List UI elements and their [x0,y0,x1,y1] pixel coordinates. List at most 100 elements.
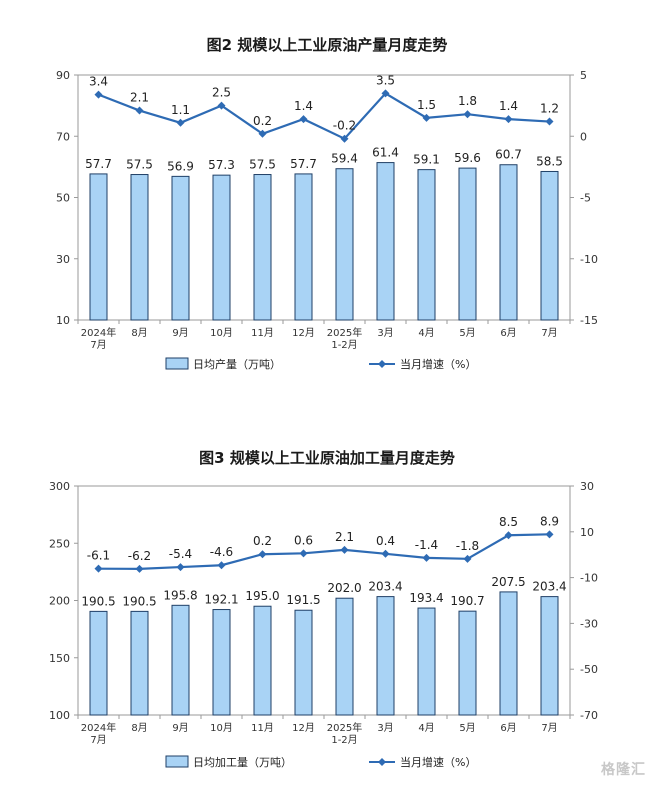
x-tick-label: 9月 [172,327,188,339]
bar [335,597,354,716]
bar-value-label: 57.7 [85,157,112,171]
bar [253,174,272,321]
x-tick-label: 11月 [251,722,274,734]
growth-value-label: 2.5 [212,86,231,100]
chart-svg: 10 30 50 70 90 -15 -10 -5 0 5 57.7 57.5 56.9 57.3 57.5… [56,69,598,371]
legend-line-marker [378,360,386,368]
growth-point [299,115,308,124]
bar [212,174,231,321]
legend-bar-label: 日均加工量（万吨） [193,756,292,769]
bar-value-label: 56.9 [167,159,194,173]
bar [458,167,477,321]
growth-point [94,90,103,99]
growth-point [463,554,472,563]
growth-point [422,553,431,562]
growth-point [545,117,554,126]
bar-value-label: 202.0 [327,581,361,595]
bar-value-label: 57.5 [249,158,276,172]
y-tick-label: 200 [49,595,70,608]
x-tick-label: 5月 [459,722,475,734]
bar-value-label: 57.7 [290,157,317,171]
x-tick-label: 2025年 [327,721,362,734]
y2-tick-label: -15 [580,314,598,327]
bar [458,610,477,716]
x-tick-label: 12月 [292,327,315,339]
watermark-logo: 格隆汇 [601,762,646,778]
x-tick-label: 7月 [541,327,557,339]
growth-point [504,531,513,540]
growth-value-label: 8.5 [499,515,518,529]
bar [89,173,108,321]
x-tick-label: 6月 [500,722,516,734]
y-tick-label: 300 [49,480,70,493]
y2-tick-label: -30 [580,617,598,630]
growth-value-label: 1.5 [417,98,436,112]
bar-value-label: 190.5 [122,594,156,608]
y-tick-label: 10 [56,314,70,327]
y2-tick-label: 0 [580,130,587,143]
y2-tick-label: -50 [580,663,598,676]
legend-line-label: 当月增速（%） [400,357,476,371]
chart-title: 图2 规模以上工业原油产量月度走势 [206,36,448,54]
growth-value-label: 3.5 [376,73,395,87]
x-tick-label: 6月 [500,327,516,339]
bar-value-label: 192.1 [204,593,238,607]
y-tick-label: 70 [56,130,70,143]
growth-point [217,101,226,110]
x-tick-label: 11月 [251,327,274,339]
growth-value-label: 0.2 [253,534,272,548]
chart-title: 图3 规模以上工业原油加工量月度走势 [199,449,455,467]
legend-line-marker [378,758,386,766]
growth-point [299,549,308,558]
growth-value-label: 8.9 [540,514,559,528]
growth-value-label: 0.6 [294,533,313,547]
bar [417,607,436,716]
bar-value-label: 60.7 [495,148,522,162]
growth-point [94,564,103,573]
y2-tick-label: -5 [580,192,591,205]
bar-value-label: 190.5 [81,594,115,608]
bar-value-label: 61.4 [372,146,399,160]
bar [499,164,518,321]
growth-value-label: 1.4 [499,99,518,113]
growth-value-label: -5.4 [169,547,192,561]
growth-point [135,106,144,115]
growth-line [98,91,550,141]
legend-bar-label: 日均产量（万吨） [193,357,281,371]
bar-value-label: 203.4 [368,580,402,594]
bar-value-label: 57.5 [126,158,153,172]
y-tick-label: 50 [56,192,70,205]
y2-tick-label: -10 [580,253,598,266]
bar [417,169,436,321]
chart-svg: 100 150 200 250 300 -70 -50 -30 -10 10 30 190.5 190.… [49,480,598,769]
growth-point [135,564,144,573]
legend-bar-swatch [165,755,189,768]
x-tick-label: 2025年 [327,326,362,339]
oil-production-chart: 图2 规模以上工业原油产量月度走势 10 30 50 70 90 -15 -10 -5 0 5 57… [0,0,654,390]
growth-point [176,118,185,127]
bar [212,609,231,716]
bar-value-label: 193.4 [409,591,443,605]
x-tick-label: 3月 [377,327,393,339]
growth-value-label: -4.6 [210,545,233,559]
growth-point [504,115,513,124]
growth-value-label: -1.8 [456,539,479,553]
x-tick-label: 12月 [292,722,315,734]
bar-value-label: 58.5 [536,154,563,168]
growth-point [381,549,390,558]
y2-tick-label: -10 [580,572,598,585]
x-tick-label: 8月 [131,327,147,339]
x-tick-label: 2024年 [81,326,116,339]
bar [130,610,149,716]
growth-value-label: -1.4 [415,538,438,552]
bar [253,605,272,716]
growth-point [381,89,390,98]
bar-value-label: 59.1 [413,153,440,167]
bar-value-label: 59.6 [454,151,481,165]
growth-point [545,530,554,539]
plot-frame [77,74,571,321]
growth-point [258,129,267,138]
oil-processing-chart: 图3 规模以上工业原油加工量月度走势 100 150 200 250 300 -70 -50… [0,440,654,789]
bar [130,174,149,321]
bar [294,609,313,716]
